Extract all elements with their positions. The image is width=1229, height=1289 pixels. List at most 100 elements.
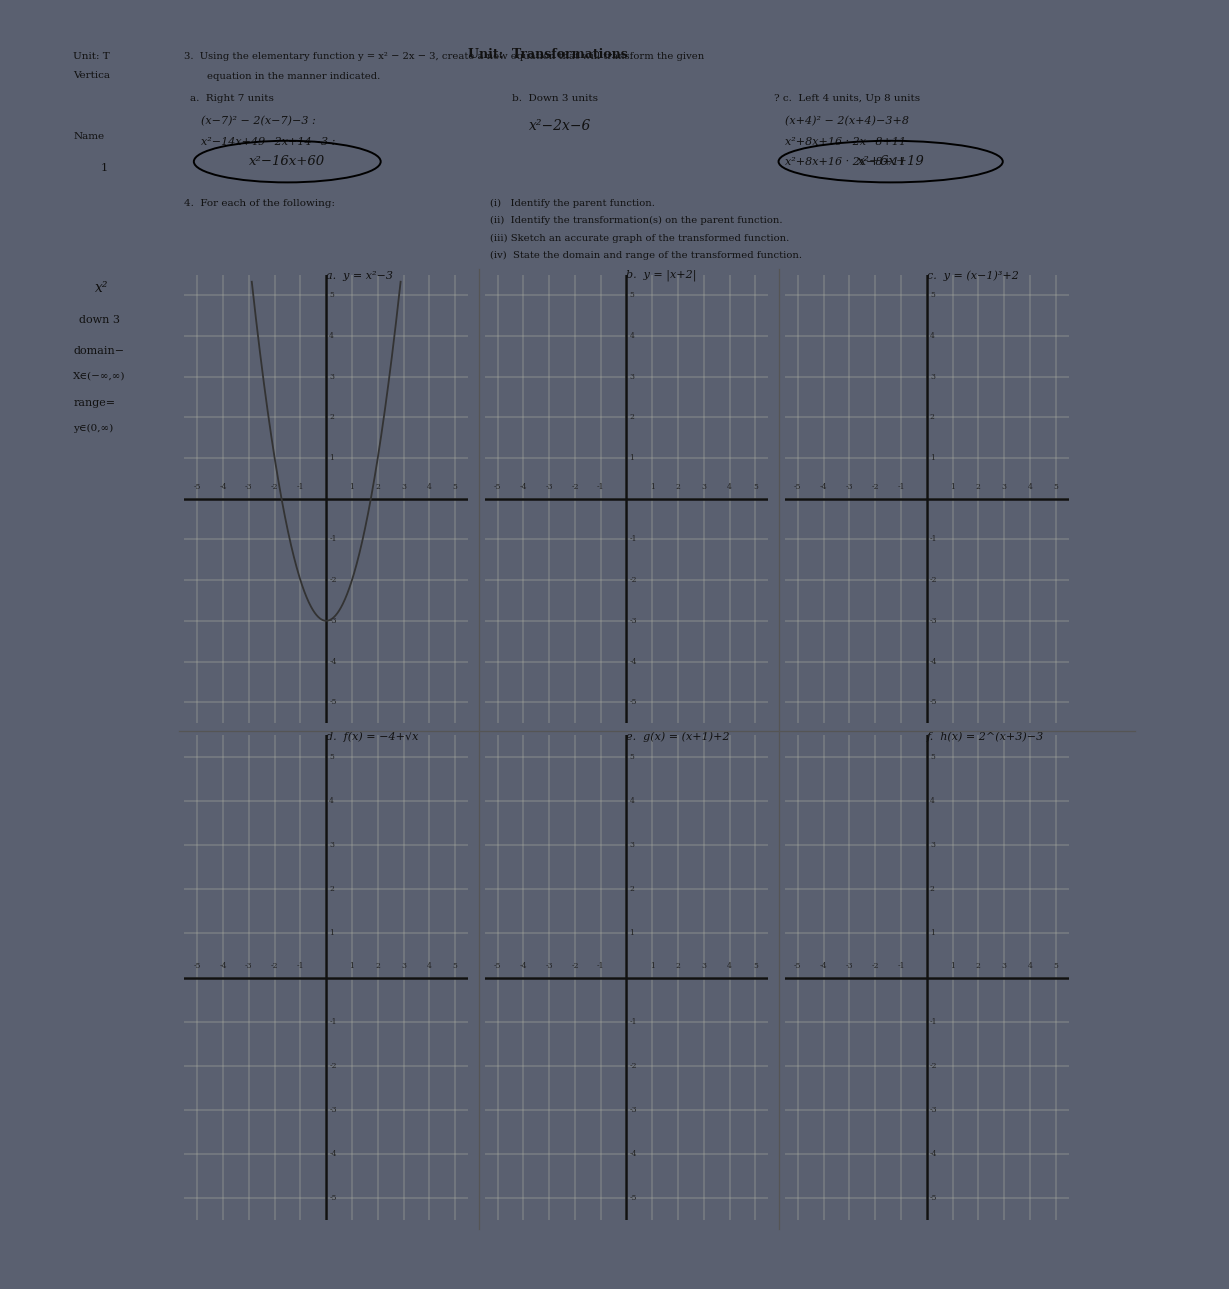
- Text: x²+8x+16 · 2x−8+11: x²+8x+16 · 2x−8+11: [785, 137, 906, 147]
- Text: 5: 5: [1053, 962, 1058, 969]
- Text: 5: 5: [329, 753, 334, 761]
- Text: 3: 3: [702, 962, 707, 969]
- Text: -3: -3: [930, 1106, 938, 1114]
- Text: down 3: down 3: [79, 315, 119, 325]
- Text: 5: 5: [753, 962, 758, 969]
- Text: d.  f(x) = −4+√x: d. f(x) = −4+√x: [326, 731, 419, 741]
- Text: -4: -4: [520, 962, 527, 969]
- Text: -2: -2: [930, 1062, 938, 1070]
- Text: Unit: T: Unit: T: [74, 52, 109, 61]
- Text: 1: 1: [329, 929, 334, 937]
- Text: 5: 5: [629, 291, 634, 299]
- Text: -3: -3: [546, 962, 553, 969]
- Text: 5: 5: [629, 753, 634, 761]
- Text: 4: 4: [329, 797, 334, 806]
- Text: -4: -4: [219, 483, 227, 491]
- Text: a.  Right 7 units: a. Right 7 units: [190, 94, 274, 103]
- Text: -1: -1: [629, 535, 637, 544]
- Text: 1: 1: [629, 454, 634, 461]
- Text: 5: 5: [753, 483, 758, 491]
- Text: 2: 2: [629, 414, 634, 422]
- Text: 1: 1: [930, 929, 935, 937]
- Text: Unit:  Transformations: Unit: Transformations: [468, 49, 628, 62]
- Text: 4.  For each of the following:: 4. For each of the following:: [184, 199, 336, 208]
- Text: y∈(0,∞): y∈(0,∞): [74, 424, 113, 433]
- Text: 2: 2: [375, 962, 380, 969]
- Text: 5: 5: [930, 291, 935, 299]
- Text: 4: 4: [930, 797, 935, 806]
- Text: 3: 3: [1002, 962, 1007, 969]
- Text: -1: -1: [329, 1018, 337, 1026]
- Text: (i)   Identify the parent function.: (i) Identify the parent function.: [490, 199, 655, 208]
- Text: -4: -4: [629, 657, 637, 665]
- Text: -1: -1: [296, 962, 304, 969]
- Text: -1: -1: [296, 483, 304, 491]
- Text: 3: 3: [702, 483, 707, 491]
- Text: a.  y = x²−3: a. y = x²−3: [326, 271, 393, 281]
- Text: 3: 3: [1002, 483, 1007, 491]
- Text: -2: -2: [571, 962, 579, 969]
- Text: x²−16x+60: x²−16x+60: [249, 155, 326, 168]
- Text: 2: 2: [329, 414, 334, 422]
- Text: 1: 1: [349, 962, 354, 969]
- Text: (x+4)² − 2(x+4)−3+8: (x+4)² − 2(x+4)−3+8: [785, 116, 909, 126]
- Text: -5: -5: [193, 962, 202, 969]
- Text: x²+8x+16 · 2x−8+11: x²+8x+16 · 2x−8+11: [785, 157, 906, 166]
- Text: 1: 1: [950, 483, 955, 491]
- Text: -1: -1: [629, 1018, 637, 1026]
- Text: -5: -5: [629, 1194, 637, 1203]
- Text: 5: 5: [930, 753, 935, 761]
- Text: -5: -5: [794, 483, 801, 491]
- Text: -5: -5: [930, 699, 938, 706]
- Text: 3.  Using the elementary function y = x² − 2x − 3, create a new equation that wi: 3. Using the elementary function y = x² …: [184, 52, 704, 61]
- Text: ? c.  Left 4 units, Up 8 units: ? c. Left 4 units, Up 8 units: [774, 94, 921, 103]
- Text: 5: 5: [452, 483, 457, 491]
- Text: -5: -5: [329, 699, 337, 706]
- Text: 3: 3: [329, 373, 334, 380]
- Text: -3: -3: [846, 962, 853, 969]
- Text: -5: -5: [193, 483, 202, 491]
- Text: 3: 3: [401, 483, 406, 491]
- Text: 4: 4: [629, 331, 634, 340]
- Text: 1: 1: [650, 962, 655, 969]
- Text: -5: -5: [930, 1194, 938, 1203]
- Text: 1: 1: [101, 162, 108, 173]
- Text: 1: 1: [930, 454, 935, 461]
- Text: b.  y = |x+2|: b. y = |x+2|: [627, 269, 697, 281]
- Text: 3: 3: [930, 842, 935, 849]
- Text: X∈(−∞,∞): X∈(−∞,∞): [74, 371, 125, 380]
- Text: -2: -2: [329, 576, 337, 584]
- Text: 1: 1: [349, 483, 354, 491]
- Text: -4: -4: [930, 657, 938, 665]
- Text: -2: -2: [871, 483, 879, 491]
- Text: 1: 1: [950, 962, 955, 969]
- Text: f.  h(x) = 2^(x+3)−3: f. h(x) = 2^(x+3)−3: [927, 731, 1045, 741]
- Text: -4: -4: [219, 962, 227, 969]
- Text: x²+6x+19: x²+6x+19: [857, 155, 924, 168]
- Text: -4: -4: [329, 1150, 337, 1158]
- Text: (x−7)² − 2(x−7)−3 :: (x−7)² − 2(x−7)−3 :: [202, 116, 316, 126]
- Text: 2: 2: [930, 414, 935, 422]
- Text: (iv)  State the domain and range of the transformed function.: (iv) State the domain and range of the t…: [490, 251, 803, 260]
- Text: -3: -3: [329, 617, 337, 625]
- Text: 1: 1: [650, 483, 655, 491]
- Text: 3: 3: [629, 842, 634, 849]
- Text: -2: -2: [629, 1062, 637, 1070]
- Text: -2: -2: [571, 483, 579, 491]
- Text: 3: 3: [629, 373, 634, 380]
- Text: 1: 1: [329, 454, 334, 461]
- Text: -1: -1: [930, 1018, 938, 1026]
- Text: 2: 2: [976, 962, 981, 969]
- Text: Vertica: Vertica: [74, 71, 111, 80]
- Text: -4: -4: [820, 962, 827, 969]
- Text: -5: -5: [494, 962, 501, 969]
- Text: 3: 3: [401, 962, 406, 969]
- Text: -4: -4: [820, 483, 827, 491]
- Text: 2: 2: [930, 886, 935, 893]
- Text: -4: -4: [520, 483, 527, 491]
- Text: 4: 4: [1027, 483, 1032, 491]
- Text: equation in the manner indicated.: equation in the manner indicated.: [206, 72, 380, 81]
- Text: 4: 4: [329, 331, 334, 340]
- Text: x²: x²: [96, 281, 109, 295]
- Text: (ii)  Identify the transformation(s) on the parent function.: (ii) Identify the transformation(s) on t…: [490, 217, 783, 226]
